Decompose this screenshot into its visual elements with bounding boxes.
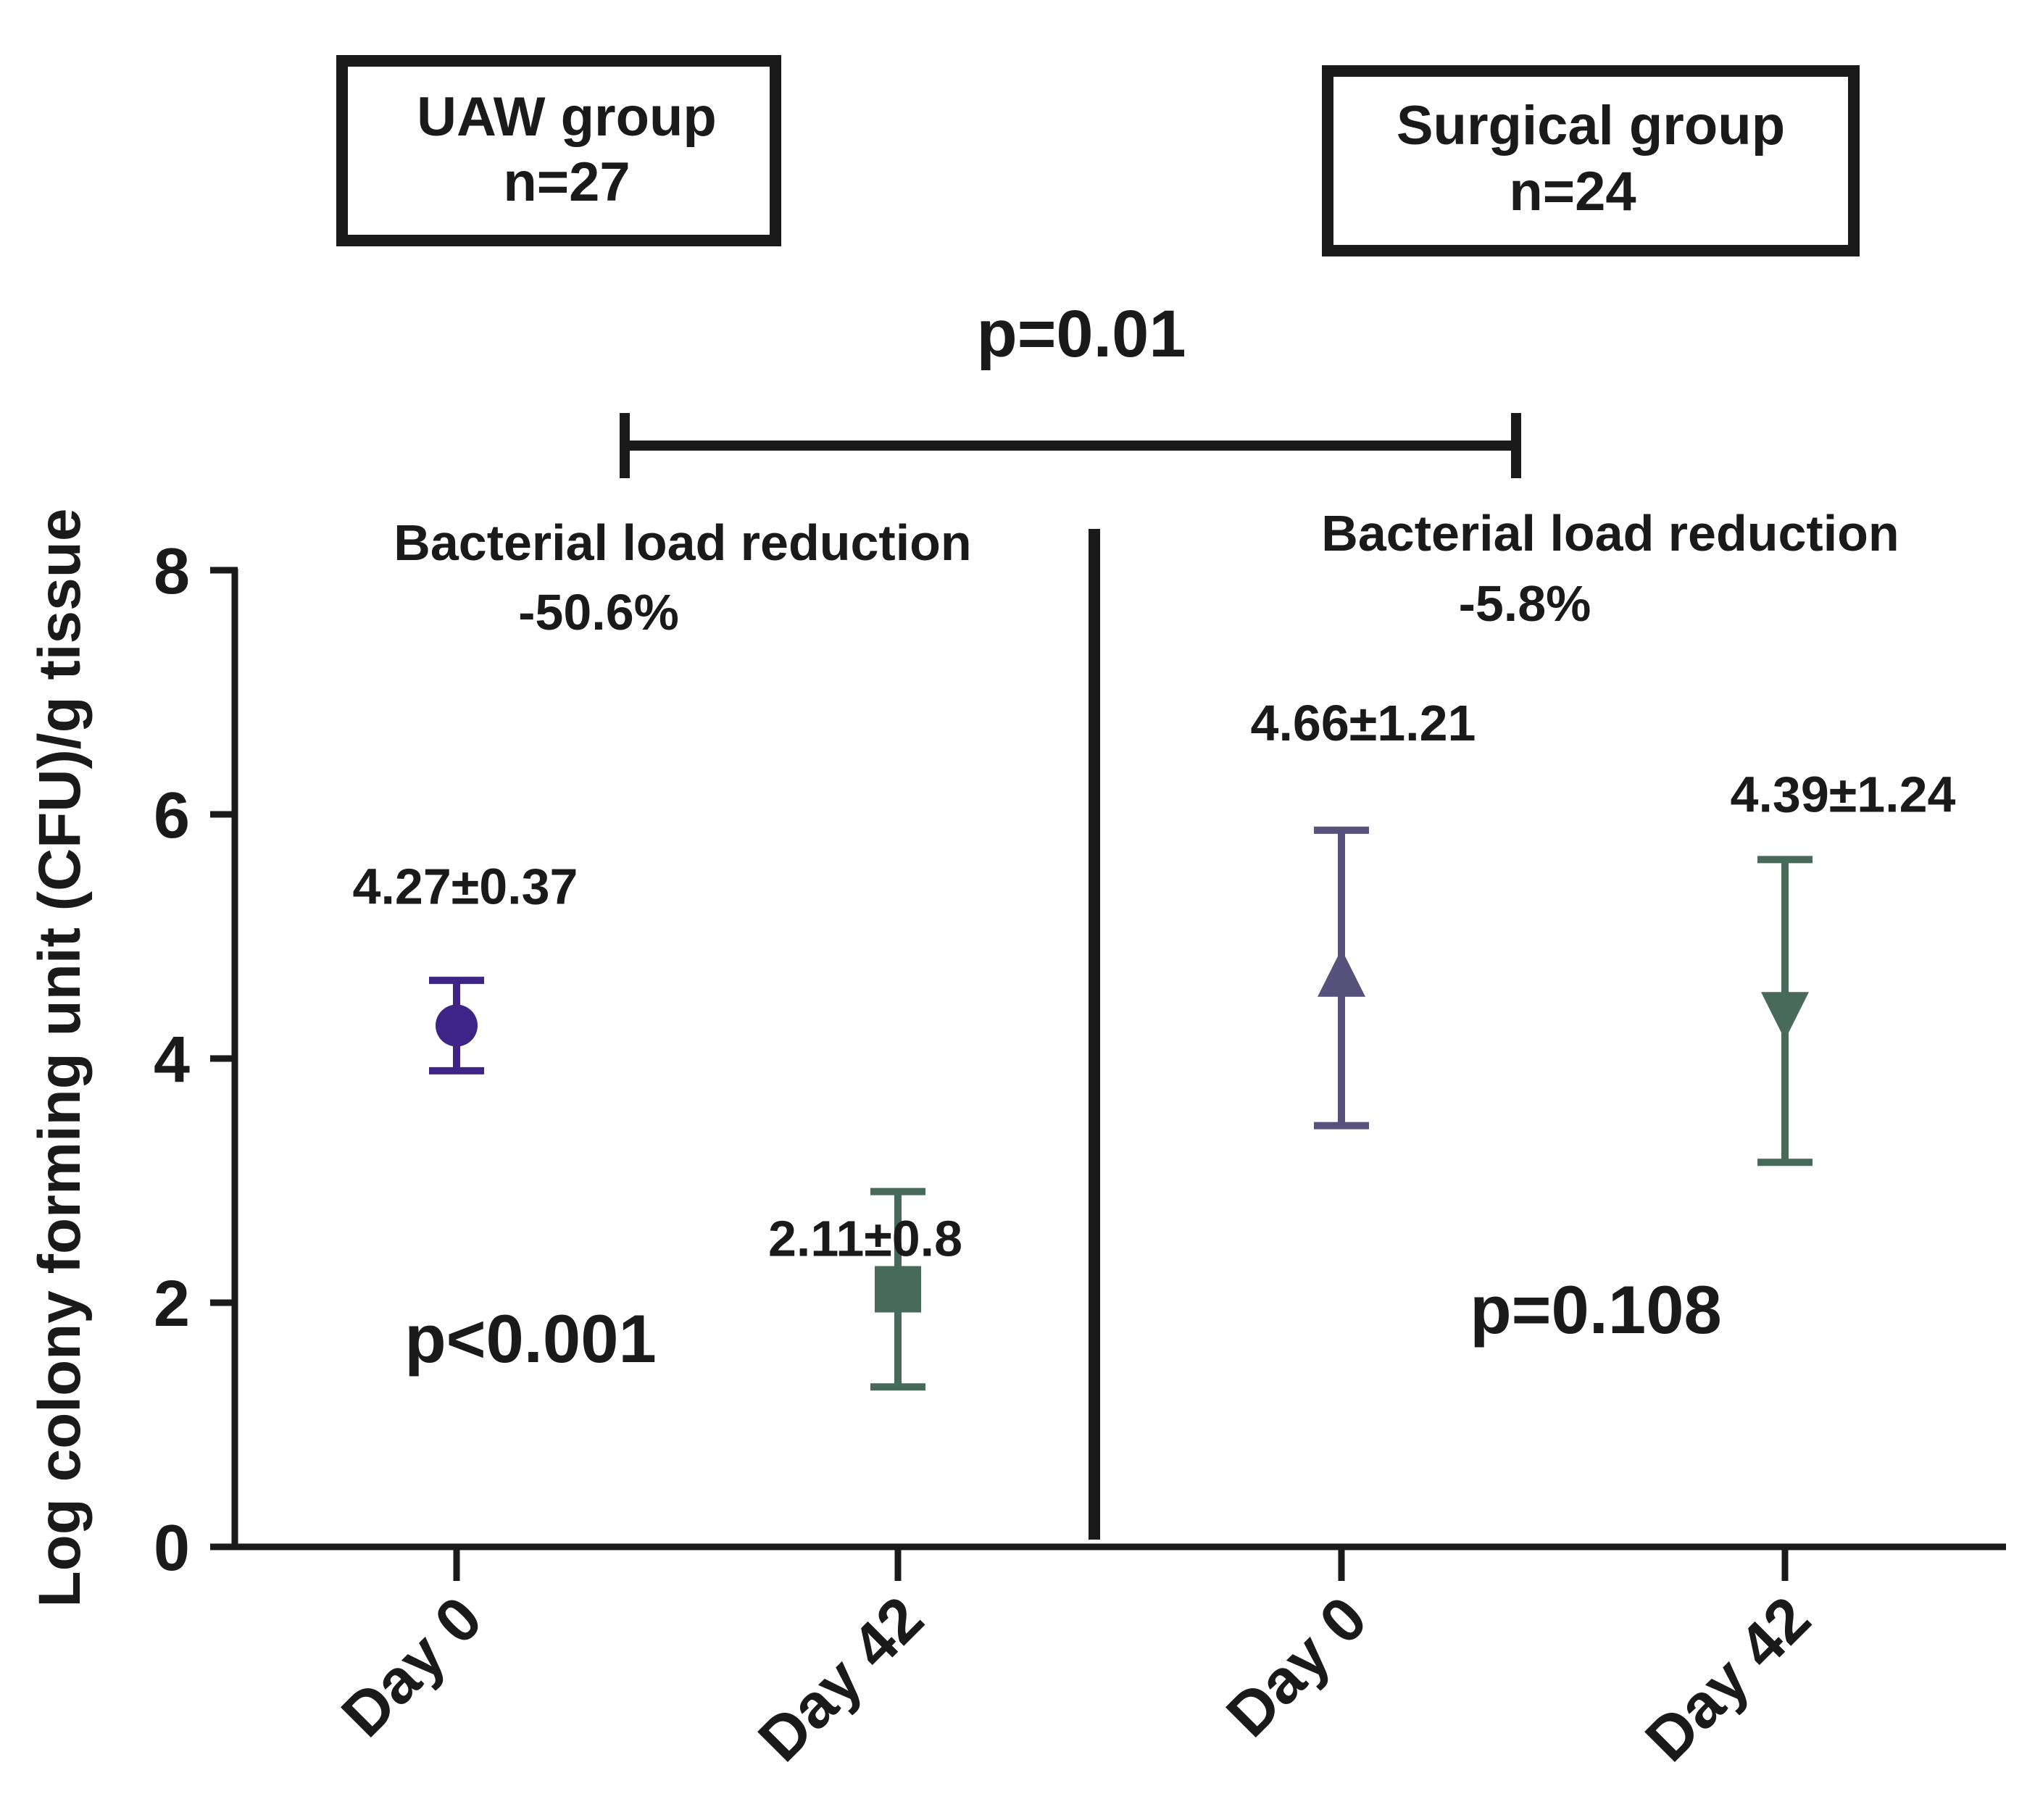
surgical-group-n: n=24 xyxy=(1509,161,1636,222)
uaw-reduction-label: Bacterial load reduction xyxy=(394,514,971,571)
uaw-group-n: n=27 xyxy=(503,151,630,213)
surgical-annotations: Bacterial load reduction -5.8% p=0.108 xyxy=(1321,505,1899,1348)
y-ticks: 0 2 4 6 8 xyxy=(154,535,238,1585)
data-label: 4.39±1.24 xyxy=(1731,766,1956,822)
y-axis-label: Log colony forming unit (CFU)/g tissue xyxy=(27,509,93,1608)
between-group-p-value: p=0.01 xyxy=(977,297,1186,371)
x-tick-label: Day 0 xyxy=(328,1584,495,1750)
uaw-annotations: Bacterial load reduction -50.6% p<0.001 xyxy=(394,514,971,1377)
x-ticks: Day 0 Day 42 Day 0 Day 42 xyxy=(328,1547,1823,1775)
y-tick-label: 8 xyxy=(154,535,190,608)
data-point xyxy=(436,1004,478,1047)
data-label: 4.27±0.37 xyxy=(353,859,578,915)
y-axis: 0 2 4 6 8 Log colony forming unit (CFU)/g ti… xyxy=(27,509,238,1608)
uaw-group-box: UAW group n=27 xyxy=(336,55,781,246)
y-tick-label: 0 xyxy=(154,1512,190,1585)
x-tick-label: Day 0 xyxy=(1213,1584,1380,1750)
surgical-group-name: Surgical group xyxy=(1397,95,1785,156)
data-point xyxy=(1318,948,1365,997)
surgical-group-box: Surgical group n=24 xyxy=(1322,65,1860,256)
uaw-group-box-frame xyxy=(336,55,781,246)
uaw-reduction-value: -50.6% xyxy=(518,584,679,640)
surgical-reduction-value: -5.8% xyxy=(1459,575,1591,632)
data-point xyxy=(875,1266,921,1313)
data-label: 4.66±1.21 xyxy=(1251,695,1476,751)
surgical-within-p-value: p=0.108 xyxy=(1470,1272,1722,1348)
x-axis: Day 0 Day 42 Day 0 Day 42 xyxy=(232,1543,2006,1775)
surgical-reduction-label: Bacterial load reduction xyxy=(1321,505,1899,562)
data-label: 2.11±0.8 xyxy=(768,1210,962,1266)
data-point xyxy=(1761,992,1809,1040)
surgical-group-box-frame xyxy=(1322,65,1860,256)
uaw-group-name: UAW group xyxy=(417,86,717,148)
y-tick-label: 6 xyxy=(154,780,190,852)
x-tick-label: Day 42 xyxy=(745,1584,936,1775)
y-tick-label: 2 xyxy=(154,1268,190,1340)
y-tick-label: 4 xyxy=(154,1024,190,1096)
between-group-comparison: p=0.01 xyxy=(620,297,1521,478)
uaw-within-p-value: p<0.001 xyxy=(404,1301,657,1377)
data-marks: 4.27±0.37 2.11±0.8 4.66±1.21 4.39±1.24 xyxy=(353,695,1956,1391)
x-tick-label: Day 42 xyxy=(1632,1584,1823,1775)
